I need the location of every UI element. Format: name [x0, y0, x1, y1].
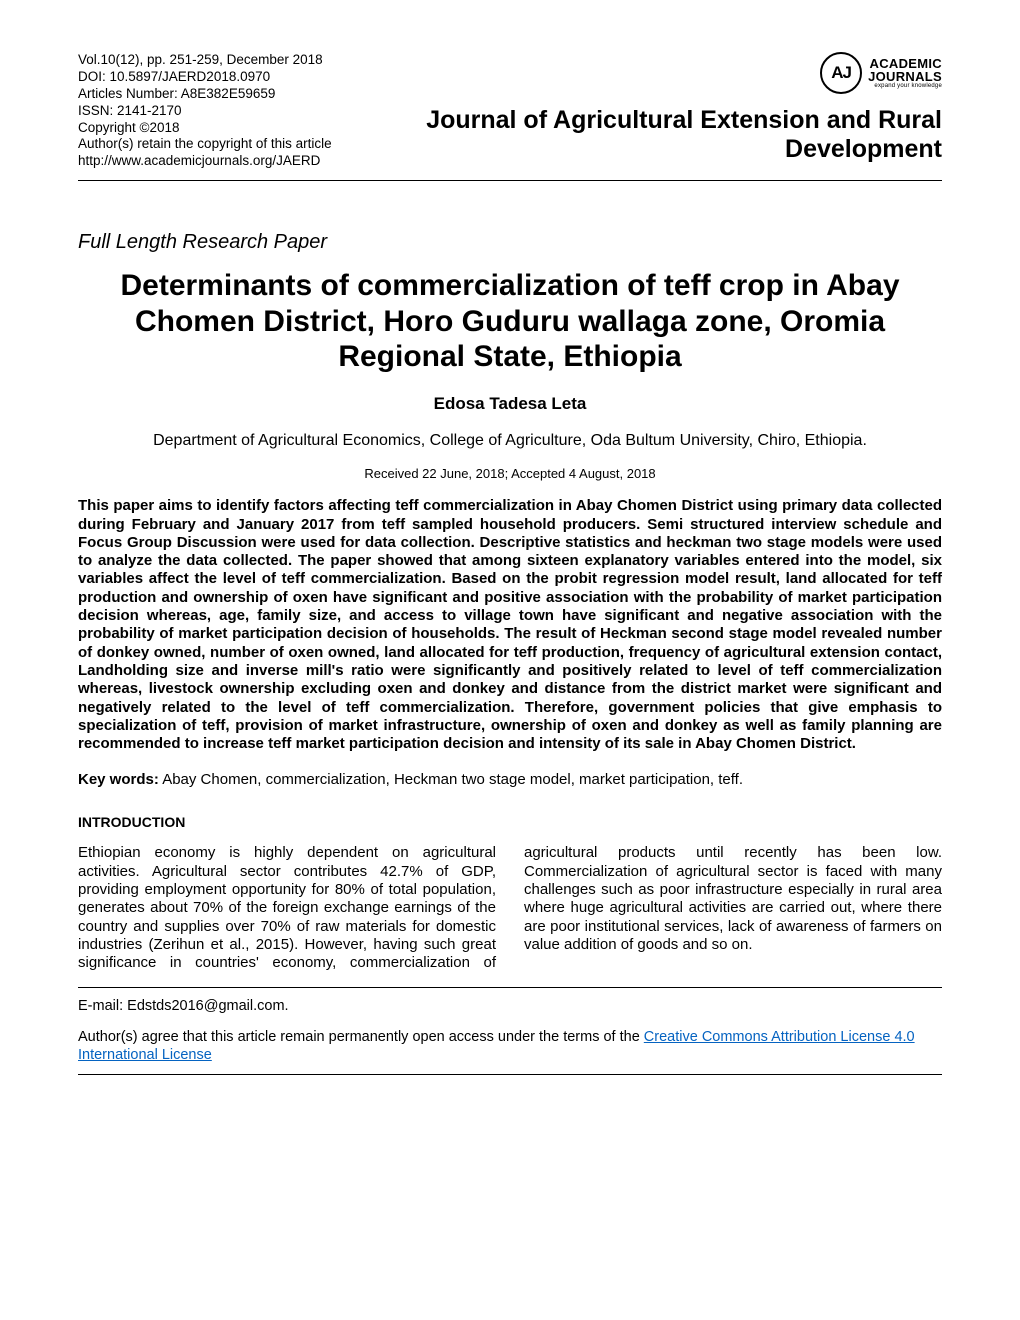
- license-pre-text: Author(s) agree that this article remain…: [78, 1029, 644, 1045]
- header-right: AJ ACADEMIC JOURNALS expand your knowled…: [402, 52, 942, 164]
- logo-monogram-icon: AJ: [820, 52, 862, 94]
- retain-line: Author(s) retain the copyright of this a…: [78, 136, 332, 153]
- logo-tagline: expand your knowledge: [868, 83, 942, 89]
- page: Vol.10(12), pp. 251-259, December 2018 D…: [0, 0, 1020, 1320]
- introduction-body: Ethiopian economy is highly dependent on…: [78, 844, 942, 972]
- articles-number: Articles Number: A8E382E59659: [78, 86, 332, 103]
- doi-line: DOI: 10.5897/JAERD2018.0970: [78, 69, 332, 86]
- footer-rule-bottom: [78, 1074, 942, 1075]
- paper-title: Determinants of commercialization of tef…: [78, 268, 942, 374]
- footer-block: E-mail: Edstds2016@gmail.com. Author(s) …: [78, 987, 942, 1075]
- journal-name: Journal of Agricultural Extension and Ru…: [402, 106, 942, 164]
- footer-rule-top: [78, 987, 942, 988]
- introduction-heading: INTRODUCTION: [78, 814, 942, 830]
- logo-brand-line2: JOURNALS: [868, 70, 942, 83]
- received-accepted-dates: Received 22 June, 2018; Accepted 4 Augus…: [78, 466, 942, 481]
- author-name: Edosa Tadesa Leta: [78, 394, 942, 414]
- issn-line: ISSN: 2141-2170: [78, 103, 332, 120]
- meta-block: Vol.10(12), pp. 251-259, December 2018 D…: [78, 52, 332, 170]
- url-line: http://www.academicjournals.org/JAERD: [78, 153, 332, 170]
- header-row: Vol.10(12), pp. 251-259, December 2018 D…: [78, 52, 942, 170]
- paper-type: Full Length Research Paper: [78, 231, 942, 254]
- header-divider: [78, 180, 942, 181]
- keywords-label: Key words:: [78, 771, 159, 788]
- corresponding-email: E-mail: Edstds2016@gmail.com.: [78, 998, 942, 1014]
- abstract: This paper aims to identify factors affe…: [78, 497, 942, 753]
- keywords: Key words: Abay Chomen, commercializatio…: [78, 771, 942, 788]
- publisher-logo: AJ ACADEMIC JOURNALS expand your knowled…: [820, 52, 942, 94]
- license-statement: Author(s) agree that this article remain…: [78, 1028, 942, 1064]
- copyright-line: Copyright ©2018: [78, 120, 332, 137]
- vol-line: Vol.10(12), pp. 251-259, December 2018: [78, 52, 332, 69]
- affiliation: Department of Agricultural Economics, Co…: [78, 432, 942, 450]
- keywords-text: Abay Chomen, commercialization, Heckman …: [159, 771, 743, 788]
- logo-text: ACADEMIC JOURNALS expand your knowledge: [868, 57, 942, 89]
